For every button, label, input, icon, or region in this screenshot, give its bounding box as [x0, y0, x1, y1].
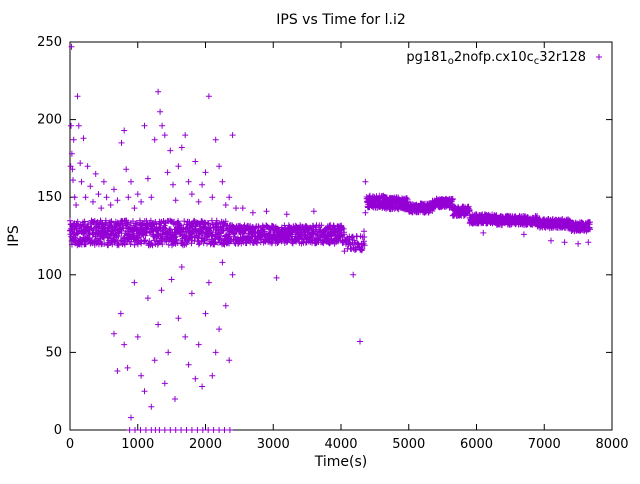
x-axis-label: Time(s): [314, 454, 367, 470]
chart-title: IPS vs Time for l.i2: [276, 12, 406, 28]
y-tick-label: 150: [37, 190, 62, 205]
x-tick-label: 7000: [528, 437, 561, 452]
y-tick-label: 0: [54, 423, 62, 438]
x-tick-label: 2000: [189, 437, 222, 452]
x-tick-label: 6000: [460, 437, 493, 452]
y-tick-label: 200: [37, 113, 62, 128]
data-points: [67, 43, 593, 433]
x-tick-label: 1000: [121, 437, 154, 452]
legend: pg181o2nofp.cx10cc32r128: [406, 50, 602, 67]
legend-marker: [596, 54, 602, 60]
x-tick-label: 4000: [324, 437, 357, 452]
x-tick-label: 8000: [595, 437, 628, 452]
y-tick-label: 100: [37, 268, 62, 283]
y-tick-label: 50: [45, 345, 62, 360]
y-tick-label: 250: [37, 35, 62, 50]
legend-label: pg181o2nofp.cx10cc32r128: [406, 50, 586, 67]
axis-ticks: [69, 41, 613, 431]
tick-labels: 0 1000 2000 3000 4000 5000 6000 7000 8000 0 50 100 1…: [37, 35, 628, 452]
y-axis-label: IPS: [6, 225, 22, 247]
x-tick-label: 0: [66, 437, 74, 452]
x-tick-label: 5000: [392, 437, 425, 452]
x-tick-label: 3000: [257, 437, 290, 452]
